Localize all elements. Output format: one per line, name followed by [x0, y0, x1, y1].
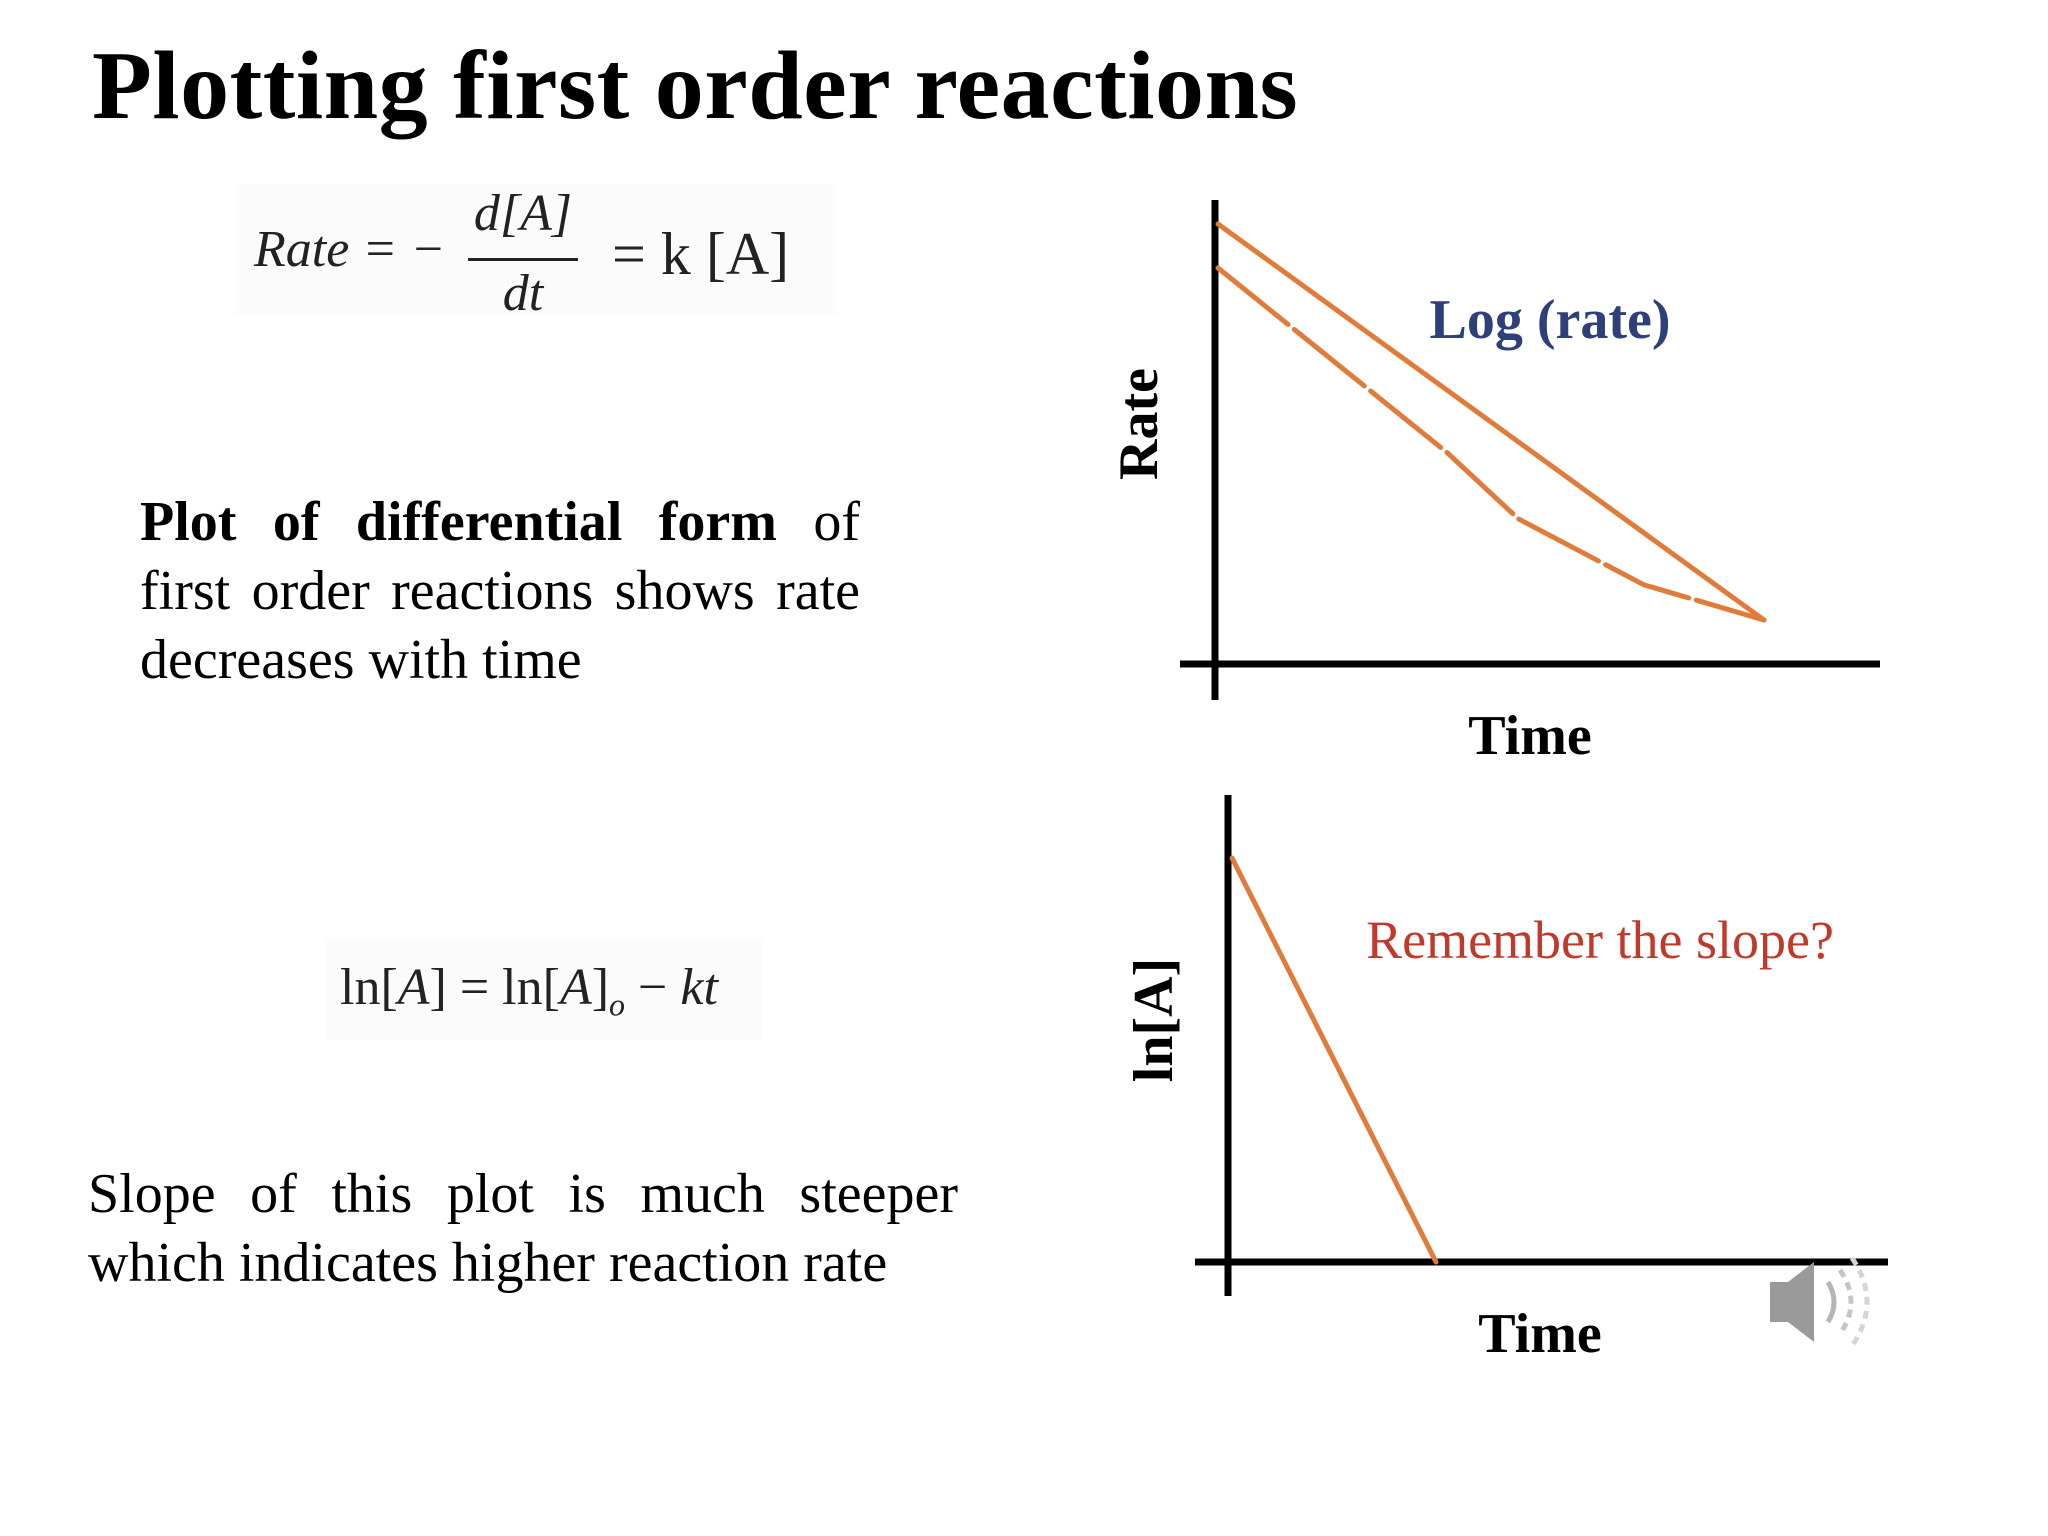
remember-slope-annotation: Remember the slope?: [1366, 910, 1834, 970]
rate-equation-denominator: dt: [502, 265, 544, 322]
series-line-1: [1229, 855, 1439, 1265]
description-bold-phrase: Plot of differential form: [140, 491, 777, 553]
log-rate-annotation: Log (rate): [1429, 289, 1670, 351]
integrated-rate-equation: ln[A] = ln[A]o − kt: [326, 940, 762, 1040]
rate-chart: Rate Time Log (rate): [1108, 200, 1880, 767]
rate-equation-numerator: d[A]: [473, 185, 573, 242]
slope-description: Slope of this plot is much steeper which…: [88, 1163, 958, 1294]
rate-equation-rhs: = k [A]: [612, 221, 790, 287]
rate-chart-series: [1215, 221, 1767, 623]
slide-title: Plotting first order reactions: [92, 32, 1299, 140]
speaker-icon[interactable]: [1770, 1256, 1870, 1348]
differential-form-description: Plot of differential form of first order…: [140, 488, 860, 695]
series-line-1: [1215, 221, 1767, 623]
ln-a-chart: ln[A] Time Remember the slope?: [1123, 795, 1888, 1365]
rate-equation: Rate = − d[A] dt = k [A]: [236, 184, 836, 322]
integrated-equation-text: ln[A] = ln[A]o − kt: [340, 959, 718, 1023]
rate-chart-y-label: Rate: [1108, 368, 1170, 480]
description-rest: of first order reactions shows rate decr…: [140, 491, 860, 691]
ln-a-chart-series: [1229, 855, 1439, 1265]
fraction-bar: [468, 258, 578, 261]
ln-a-chart-y-label: ln[A]: [1123, 958, 1185, 1082]
series-line-2: [1215, 265, 1767, 623]
rate-equation-lhs: Rate = −: [254, 221, 446, 278]
ln-a-chart-x-label: Time: [1478, 1303, 1601, 1365]
rate-chart-x-label: Time: [1468, 705, 1591, 767]
